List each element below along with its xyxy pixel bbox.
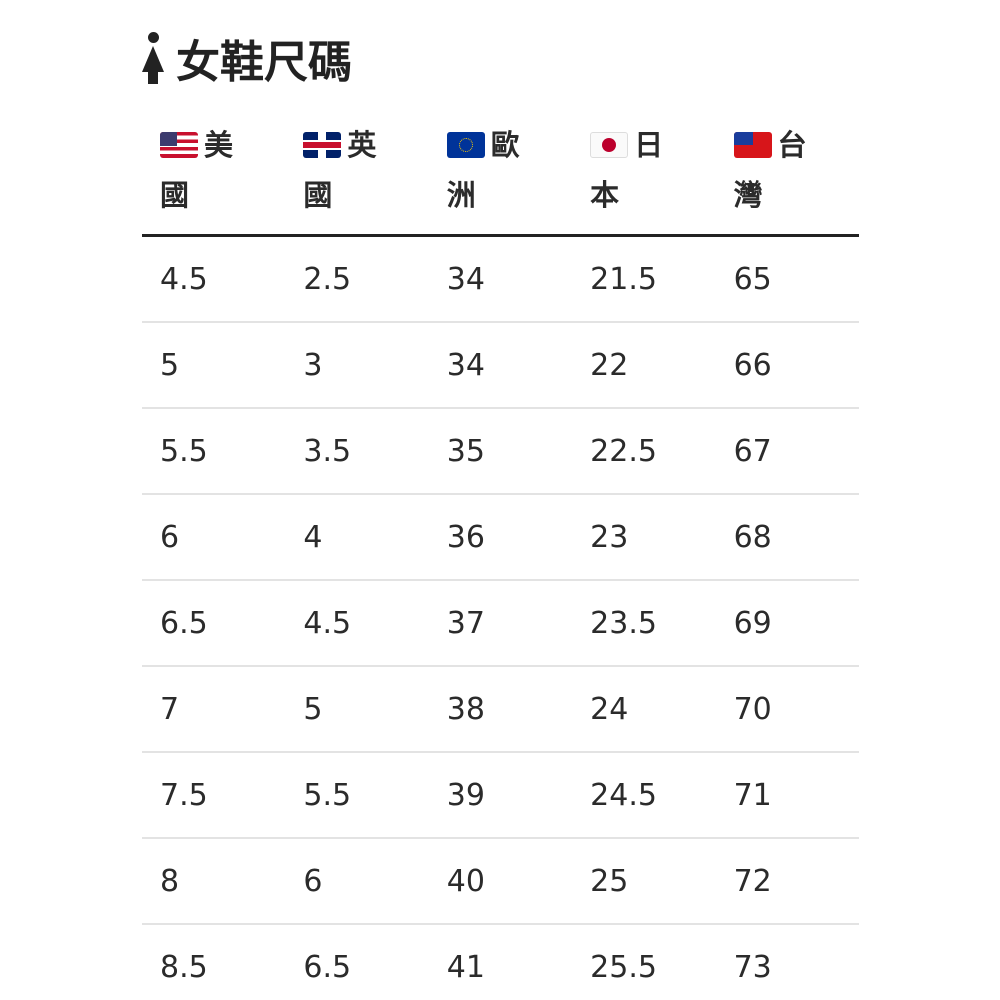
table-cell: 22.5: [572, 408, 716, 495]
table-cell: 5.5: [142, 408, 286, 495]
tw-flag-icon: [733, 132, 772, 158]
table-cell: 34: [428, 322, 573, 409]
table-cell: 6.5: [142, 580, 286, 667]
us-flag-icon: [160, 132, 198, 158]
table-row: 5 3 34 22 66: [142, 322, 859, 409]
table-cell: 4: [285, 494, 429, 581]
table-cell: 24: [572, 666, 716, 753]
column-header-us: 美國: [142, 112, 286, 237]
table-cell: 25: [572, 838, 716, 925]
table-row: 7 5 38 24 70: [142, 666, 859, 753]
table-cell: 69: [715, 580, 859, 667]
table-cell: 4.5: [285, 580, 429, 667]
column-header-eu: 歐洲: [428, 112, 573, 237]
table-cell: 70: [715, 666, 859, 753]
table-cell: 3: [285, 322, 429, 409]
table-cell: 8: [142, 838, 286, 925]
jp-flag-icon: [590, 132, 629, 158]
table-cell: 68: [715, 494, 859, 581]
eu-flag-icon: [446, 132, 485, 158]
table-cell: 21.5: [572, 235, 716, 323]
table-cell: 3.5: [285, 408, 429, 495]
table-cell: 23.5: [572, 580, 716, 667]
table-cell: 5: [285, 666, 429, 753]
table-cell: 7: [142, 666, 286, 753]
table-cell: 22: [572, 322, 716, 409]
table-row: 7.5 5.5 39 24.5 71: [142, 752, 859, 839]
table-row: 8.5 6.5 41 25.5 73: [142, 924, 859, 1000]
table-cell: 25.5: [572, 924, 716, 1000]
table-cell: 34: [428, 235, 573, 323]
table-cell: 2.5: [285, 235, 429, 323]
woman-icon: [140, 32, 166, 84]
size-table: 美國 英國 歐洲 日本 台灣 4.5 2.5 34 21.5 65 5 3 34 22 66 5.5…: [142, 112, 859, 1000]
uk-flag-icon: [303, 132, 342, 158]
table-cell: 7.5: [142, 752, 286, 839]
column-header-jp: 日本: [572, 112, 716, 237]
table-cell: 35: [428, 408, 573, 495]
header-row: 美國 英國 歐洲 日本 台灣: [142, 112, 859, 237]
table-cell: 38: [428, 666, 573, 753]
table-cell: 5.5: [285, 752, 429, 839]
table-cell: 37: [428, 580, 573, 667]
table-cell: 65: [715, 235, 859, 323]
table-cell: 71: [715, 752, 859, 839]
table-cell: 8.5: [142, 924, 286, 1000]
table-cell: 72: [715, 838, 859, 925]
table-cell: 4.5: [142, 235, 286, 323]
table-cell: 66: [715, 322, 859, 409]
page-title: 女鞋尺碼: [140, 26, 352, 90]
table-cell: 41: [428, 924, 573, 1000]
table-cell: 6: [285, 838, 429, 925]
table-row: 5.5 3.5 35 22.5 67: [142, 408, 859, 495]
table-row: 6.5 4.5 37 23.5 69: [142, 580, 859, 667]
table-cell: 67: [715, 408, 859, 495]
table-cell: 6.5: [285, 924, 429, 1000]
table-cell: 39: [428, 752, 573, 839]
table-cell: 6: [142, 494, 286, 581]
table-cell: 23: [572, 494, 716, 581]
table-cell: 36: [428, 494, 573, 581]
table-row: 4.5 2.5 34 21.5 65: [142, 235, 859, 323]
table-cell: 40: [428, 838, 573, 925]
column-header-uk: 英國: [285, 112, 429, 237]
table-cell: 73: [715, 924, 859, 1000]
table-cell: 5: [142, 322, 286, 409]
table-row: 6 4 36 23 68: [142, 494, 859, 581]
table-row: 8 6 40 25 72: [142, 838, 859, 925]
column-header-tw: 台灣: [715, 112, 859, 237]
table-cell: 24.5: [572, 752, 716, 839]
title-text: 女鞋尺碼: [176, 37, 352, 88]
